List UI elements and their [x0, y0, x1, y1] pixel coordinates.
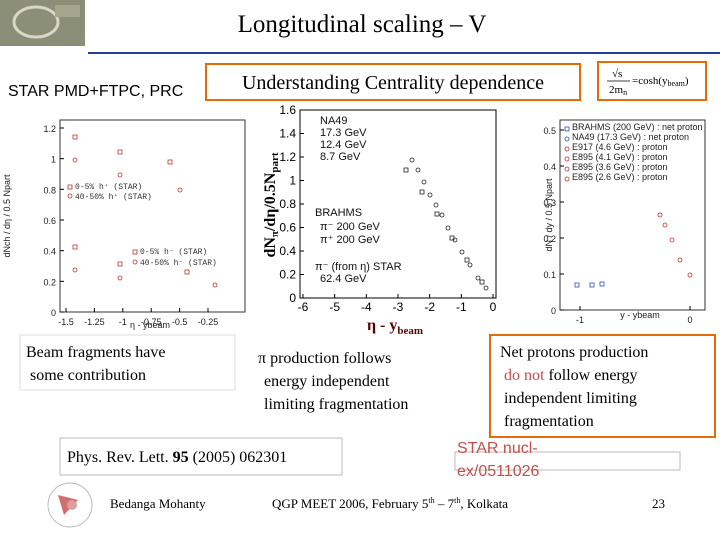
y-label: dN / dy / 0.5 Npart — [544, 178, 554, 252]
x-tick-label: -1 — [119, 317, 127, 327]
formula-den: 2mn — [609, 84, 627, 97]
note: π production follows — [258, 350, 391, 367]
legend: 40-50% h⁺ (STAR) — [75, 193, 152, 202]
x-tick-label: -6 — [298, 300, 309, 314]
proton-box — [489, 334, 716, 438]
legend: BRAHMS (200 GeV) : net proton — [572, 122, 703, 132]
preprint: ex/0511026 — [457, 463, 540, 480]
y-tick-label: 0 — [51, 308, 56, 318]
markers — [403, 157, 489, 291]
legend: 62.4 GeV — [320, 273, 367, 285]
y-tick-label: 0.4 — [543, 162, 556, 172]
source: STAR PMD+FTPC, PRC — [8, 83, 183, 100]
x-tick-label: -5 — [329, 300, 340, 314]
note: energy independent — [264, 373, 390, 390]
x-label: η - ybeam — [130, 320, 170, 330]
y-tick-label: 0.5 — [543, 126, 556, 136]
x-tick-label: -0.5 — [172, 317, 188, 327]
x-label: y - ybeam — [620, 310, 660, 320]
y-label: dNch / dη / 0.5 Npart — [2, 174, 12, 258]
x-tick-label: -1 — [576, 315, 584, 325]
subtitle: Understanding Centrality dependence — [242, 72, 544, 94]
legend: E895 (2.6 GeV) : proton — [572, 172, 668, 182]
left-plot: dNch / dη / 0.5 Npart η - ybeam 0-5% h⁺ … — [2, 110, 250, 332]
y-tick-label: 1 — [51, 155, 56, 165]
legend: NA49 — [320, 115, 348, 127]
x-tick-label: -4 — [361, 300, 372, 314]
note: Net protons production — [500, 344, 648, 361]
legend: 0-5% h⁻ (STAR) — [140, 248, 207, 257]
x-tick-label: -1.5 — [58, 317, 74, 327]
y-tick-label: 1.2 — [279, 150, 296, 164]
page-number: 23 — [652, 496, 665, 511]
legend: 17.3 GeV — [320, 127, 367, 139]
y-tick-label: 0.6 — [43, 216, 56, 226]
y-tick-label: 0 — [289, 291, 296, 305]
y-tick-label: 0.4 — [279, 244, 296, 258]
legend: π⁺ 200 GeV — [320, 234, 381, 246]
y-tick-label: 0.2 — [543, 234, 556, 244]
markers — [564, 126, 693, 288]
legend: π⁻ (from η) STAR — [315, 261, 402, 273]
photo — [0, 0, 85, 46]
note-box — [19, 334, 236, 391]
y-tick-label: 0.2 — [43, 277, 56, 287]
subtitle-box — [205, 63, 581, 101]
x-tick-label: -1 — [456, 300, 467, 314]
legend: NA49 (17.3 GeV) : net proton — [572, 132, 689, 142]
legend: 0-5% h⁺ (STAR) — [75, 183, 142, 192]
legend: E895 (4.1 GeV) : proton — [572, 152, 668, 162]
note: some contribution — [30, 367, 146, 384]
y-tick-label: 0.2 — [279, 268, 296, 282]
y-tick-label: 1.2 — [43, 124, 56, 134]
preprint-box — [454, 451, 681, 471]
x-tick-label: -0.75 — [141, 317, 162, 327]
preprint: STAR nucl- — [457, 440, 538, 457]
reference-box — [59, 437, 343, 476]
y-tick-label: 0.6 — [279, 221, 296, 235]
y-tick-label: 0 — [551, 306, 556, 316]
legend: BRAHMS — [315, 207, 362, 219]
x-label: η - ybeam — [367, 317, 423, 337]
y-tick-label: 1 — [289, 174, 296, 188]
y-tick-label: 0.8 — [279, 197, 296, 211]
y-tick-label: 1.4 — [279, 127, 296, 141]
note: limiting fragmentation — [264, 396, 408, 413]
x-tick-label: -1.25 — [84, 317, 105, 327]
right-plot: dN / dy / 0.5 Npart y - ybeam BRAHMS (20… — [543, 119, 706, 325]
note: independent limiting — [504, 390, 637, 407]
y-tick-label: 0.8 — [43, 185, 56, 195]
x-tick-label: -0.25 — [198, 317, 219, 327]
y-tick-label: 0.3 — [543, 198, 556, 208]
note: Beam fragments have — [26, 344, 166, 361]
formula-num: √s — [612, 68, 622, 80]
formula: √s 2mn =cosh(ybeam) — [597, 61, 707, 101]
legend: 12.4 GeV — [320, 139, 367, 151]
legend: π⁻ 200 GeV — [320, 221, 381, 233]
markers — [67, 134, 218, 288]
legend: 40-50% h⁻ (STAR) — [140, 259, 217, 268]
x-tick-label: 0 — [490, 300, 497, 314]
logo — [47, 482, 93, 528]
event: QGP MEET 2006, February 5th – 7th, Kolka… — [272, 496, 508, 511]
legend: 8.7 GeV — [320, 151, 361, 163]
reference: Phys. Rev. Lett. 95 (2005) 062301 — [67, 449, 287, 466]
x-tick-label: 0 — [687, 315, 692, 325]
middle-plot: dNπ/dη/0.5Npart NA49 17.3 GeV 12.4 GeV 8… — [262, 103, 497, 337]
y-label: dNπ/dη/0.5Npart — [262, 152, 281, 257]
note: fragmentation — [504, 413, 594, 430]
formula-rhs: =cosh(ybeam) — [632, 75, 689, 88]
legend: E917 (4.6 GeV) : proton — [572, 142, 668, 152]
x-tick-label: -3 — [393, 300, 404, 314]
legend: E895 (3.6 GeV) : proton — [572, 162, 668, 172]
y-tick-label: 1.6 — [279, 103, 296, 117]
author: Bedanga Mohanty — [110, 496, 206, 511]
y-tick-label: 0.4 — [43, 247, 56, 257]
note: do not follow energy — [504, 367, 637, 384]
y-tick-label: 0.1 — [543, 270, 556, 280]
title: Longitudinal scaling – V — [238, 11, 487, 38]
x-tick-label: -2 — [424, 300, 435, 314]
